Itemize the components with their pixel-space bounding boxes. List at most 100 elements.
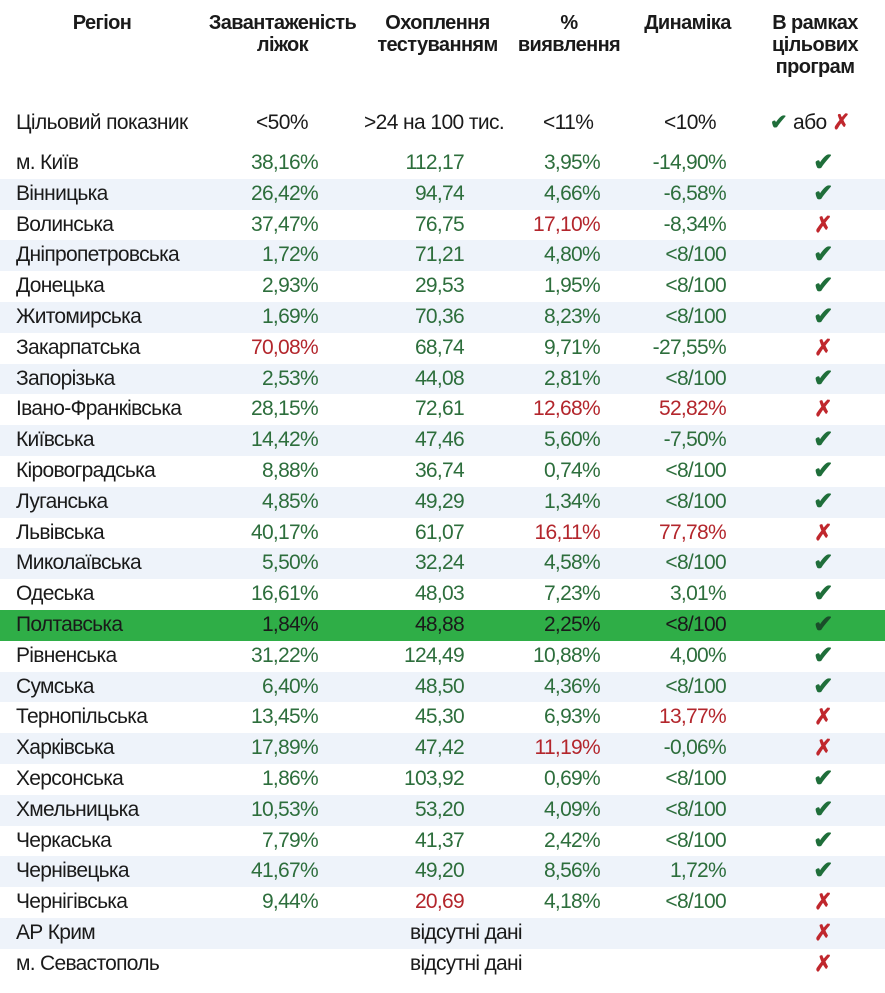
cross-icon: ✗ bbox=[814, 889, 832, 915]
cross-icon: ✗ bbox=[814, 334, 832, 360]
detection-rate-value: 7,23% bbox=[543, 582, 601, 606]
region-name: Житомирська bbox=[16, 304, 142, 328]
table-row: Волинська 37,47% 76,75 17,10% -8,34% ✗ bbox=[0, 210, 885, 241]
detection-rate-value: 17,10% bbox=[532, 212, 601, 236]
table-row: Чернігівська 9,44% 20,69 4,18% <8/100 ✗ bbox=[0, 887, 885, 918]
dynamics-value: -8,34% bbox=[663, 212, 727, 236]
detection-rate-value: 2,81% bbox=[543, 366, 601, 390]
detection-rate-value: 4,66% bbox=[543, 181, 601, 205]
dynamics-value: <8/100 bbox=[665, 797, 726, 821]
check-icon: ✔ bbox=[813, 302, 833, 330]
table-row: Чернівецька 41,67% 49,20 8,56% 1,72% ✔ bbox=[0, 856, 885, 888]
target-row: Цільовий показник <50% >24 на 100 тис. <… bbox=[0, 108, 885, 138]
testing-coverage-value: 41,37 bbox=[414, 828, 465, 852]
testing-coverage-value: 49,20 bbox=[414, 859, 465, 883]
table-body: м. Київ 38,16% 112,17 3,95% -14,90% ✔ Вінницьк… bbox=[0, 148, 885, 980]
beds-load-value: 41,67% bbox=[250, 859, 319, 883]
detection-rate-value: 3,95% bbox=[543, 151, 601, 174]
check-icon: ✔ bbox=[813, 857, 833, 885]
region-name: м. Севастополь bbox=[16, 951, 160, 975]
detection-rate-value: 0,74% bbox=[543, 458, 601, 482]
check-icon: ✔ bbox=[813, 672, 833, 700]
table-row: Дніпропетровська 1,72% 71,21 4,80% <8/100 ✔ bbox=[0, 240, 885, 272]
region-name: Волинська bbox=[16, 212, 114, 236]
detection-rate-value: 10,88% bbox=[532, 643, 601, 667]
testing-coverage-value: 68,74 bbox=[414, 335, 465, 359]
beds-load-value: 6,40% bbox=[261, 674, 319, 698]
testing-coverage-value: 48,88 bbox=[414, 612, 465, 636]
region-name: Сумська bbox=[16, 674, 94, 698]
testing-coverage-value: 29,53 bbox=[414, 274, 465, 298]
testing-coverage-value: 45,30 bbox=[414, 705, 465, 729]
beds-load-value: 1,69% bbox=[261, 304, 319, 328]
beds-load-value: 4,85% bbox=[261, 489, 319, 513]
region-name: Луганська bbox=[16, 489, 108, 513]
dynamics-value: <8/100 bbox=[665, 489, 726, 513]
detection-rate-value: 1,34% bbox=[543, 489, 601, 513]
table-row: Запорізька 2,53% 44,08 2,81% <8/100 ✔ bbox=[0, 363, 885, 395]
testing-coverage-value: 36,74 bbox=[414, 458, 465, 482]
detection-rate-value: 6,93% bbox=[543, 705, 601, 729]
testing-coverage-value: 103,92 bbox=[403, 766, 465, 790]
table-row: Харківська 17,89% 47,42 11,19% -0,06% ✗ bbox=[0, 733, 885, 764]
dynamics-value: 4,00% bbox=[669, 643, 727, 667]
beds-load-value: 8,88% bbox=[261, 458, 319, 482]
beds-load-value: 37,47% bbox=[250, 212, 319, 236]
table-row: м. Київ 38,16% 112,17 3,95% -14,90% ✔ bbox=[0, 148, 885, 179]
region-name: Вінницька bbox=[16, 181, 108, 205]
testing-coverage-value: 124,49 bbox=[403, 643, 465, 667]
table-row: Житомирська 1,69% 70,36 8,23% <8/100 ✔ bbox=[0, 301, 885, 333]
dynamics-value: <8/100 bbox=[665, 366, 726, 390]
testing-coverage-value: 49,29 bbox=[414, 489, 465, 513]
testing-coverage-value: 70,36 bbox=[414, 304, 465, 328]
dynamics-value: 77,78% bbox=[658, 520, 727, 544]
check-icon: ✔ bbox=[813, 272, 833, 300]
testing-coverage-value: 61,07 bbox=[414, 520, 465, 544]
dynamics-value: -14,90% bbox=[652, 151, 727, 174]
region-name: Херсонська bbox=[16, 766, 124, 790]
check-icon: ✔ bbox=[813, 826, 833, 854]
check-icon: ✔ bbox=[813, 487, 833, 515]
table-row: Одеська 16,61% 48,03 7,23% 3,01% ✔ bbox=[0, 579, 885, 610]
table-row: Черкаська 7,79% 41,37 2,42% <8/100 ✔ bbox=[0, 826, 885, 857]
region-name: Кіровоградська bbox=[16, 458, 156, 482]
region-name: Харківська bbox=[16, 736, 115, 760]
region-name: Запорізька bbox=[16, 366, 115, 390]
detection-rate-value: 2,42% bbox=[543, 828, 601, 852]
beds-load-value: 14,42% bbox=[250, 428, 319, 452]
table-header: Регіон Завантаженість ліжок Охоплення те… bbox=[0, 12, 885, 92]
table-row: Донецька 2,93% 29,53 1,95% <8/100 ✔ bbox=[0, 271, 885, 302]
testing-coverage-value: 76,75 bbox=[414, 212, 465, 236]
beds-load-value: 1,72% bbox=[261, 243, 319, 267]
dynamics-value: 3,01% bbox=[669, 582, 727, 606]
testing-coverage-value: 47,42 bbox=[414, 736, 465, 760]
beds-load-value: 38,16% bbox=[250, 151, 319, 174]
beds-load-value: 5,50% bbox=[261, 551, 319, 575]
cross-icon: ✗ bbox=[814, 950, 832, 976]
target-label: Цільовий показник bbox=[16, 111, 188, 134]
check-icon: ✔ bbox=[813, 641, 833, 669]
cross-icon: ✗ bbox=[814, 519, 832, 545]
region-name: Рівненська bbox=[16, 643, 117, 667]
cross-icon: ✗ bbox=[832, 111, 851, 134]
testing-coverage-value: 94,74 bbox=[414, 181, 465, 205]
testing-coverage-value: 48,50 bbox=[414, 674, 465, 698]
detection-rate-value: 5,60% bbox=[543, 428, 601, 452]
detection-rate-value: 2,25% bbox=[543, 612, 601, 636]
dynamics-value: -0,06% bbox=[663, 736, 727, 760]
region-name: Закарпатська bbox=[16, 335, 140, 359]
check-icon: ✔ bbox=[813, 795, 833, 823]
detection-rate-value: 11,19% bbox=[534, 736, 601, 760]
dynamics-value: 1,72% bbox=[669, 859, 727, 883]
header-dynamics: Динаміка bbox=[644, 12, 731, 34]
cross-icon: ✗ bbox=[814, 704, 832, 730]
dynamics-value: -6,58% bbox=[663, 181, 727, 205]
beds-load-value: 28,15% bbox=[250, 397, 319, 421]
testing-coverage-value: 71,21 bbox=[414, 243, 465, 267]
target-tests: >24 на 100 тис. bbox=[364, 111, 505, 134]
table-row: Сумська 6,40% 48,50 4,36% <8/100 ✔ bbox=[0, 671, 885, 703]
detection-rate-value: 1,95% bbox=[543, 274, 601, 298]
beds-load-value: 2,93% bbox=[261, 274, 319, 298]
dynamics-value: 52,82% bbox=[658, 397, 727, 421]
detection-rate-value: 4,09% bbox=[543, 797, 601, 821]
